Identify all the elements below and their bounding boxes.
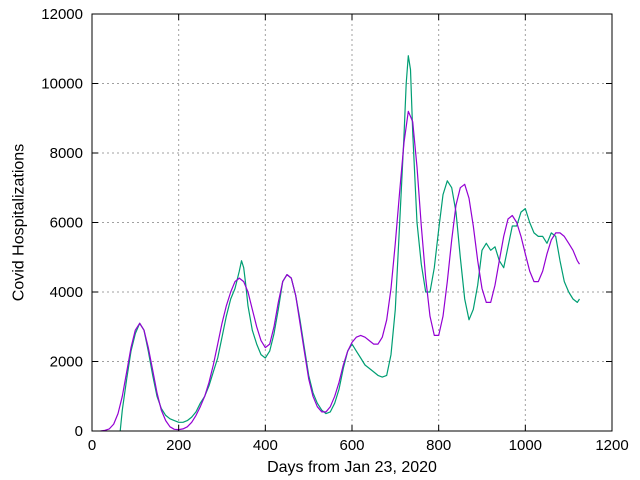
series-line-2 (100, 110, 581, 432)
y-tick-label: 6000 (50, 215, 83, 232)
y-tick-label: 10000 (41, 76, 83, 93)
x-tick-label: 600 (339, 437, 364, 454)
y-tick-label: 2000 (50, 354, 83, 371)
y-tick-labels: 0 2000 4000 6000 8000 10000 12000 (41, 6, 83, 440)
series-layer (100, 55, 581, 432)
x-tick-label: 0 (88, 437, 96, 454)
y-tick-label: 12000 (41, 6, 83, 23)
x-tick-label: 400 (253, 437, 278, 454)
y-tick-label: 4000 (50, 284, 83, 301)
x-tick-label: 200 (166, 437, 191, 454)
x-tick-label: 1200 (595, 437, 628, 454)
x-tick-label: 800 (426, 437, 451, 454)
x-axis-title: Days from Jan 23, 2020 (267, 459, 437, 476)
axis-ticks (91, 13, 613, 432)
y-axis-title: Covid Hospitalizations (11, 144, 28, 301)
x-tick-label: 1000 (509, 437, 542, 454)
y-tick-label: 8000 (50, 145, 83, 162)
series-line-1 (119, 55, 581, 432)
x-tick-labels: 0 200 400 600 800 1000 1200 (88, 437, 629, 454)
y-tick-label: 0 (75, 423, 83, 440)
grid-lines (92, 14, 612, 431)
